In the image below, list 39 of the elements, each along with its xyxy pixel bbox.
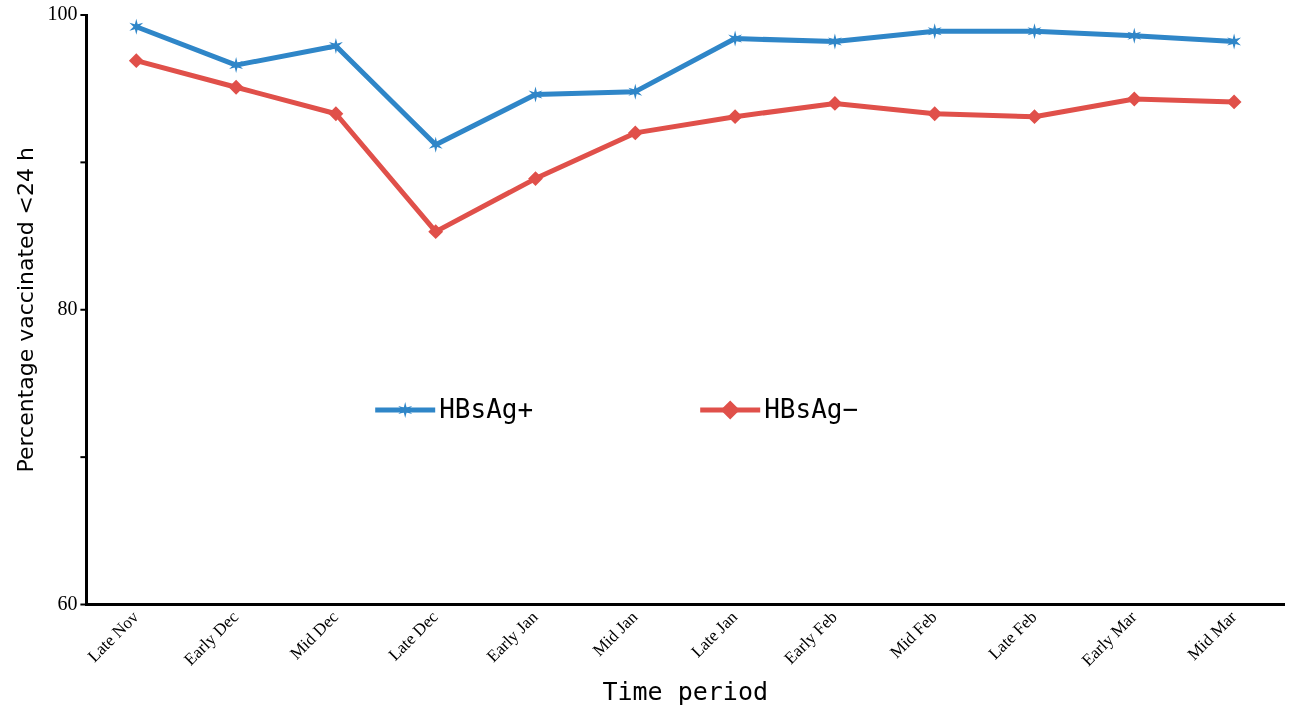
point <box>328 37 343 54</box>
point <box>827 96 842 111</box>
point <box>129 18 144 35</box>
point <box>628 83 643 100</box>
x-tick-label: Mid Feb <box>886 607 941 662</box>
point <box>229 57 244 74</box>
point <box>827 33 842 50</box>
point <box>428 136 443 153</box>
x-tick-label: Mid Jan <box>588 606 642 660</box>
y-tick-label: 60 <box>57 591 78 614</box>
point <box>1227 33 1242 50</box>
point <box>1027 23 1042 40</box>
point <box>428 224 443 239</box>
point <box>927 23 942 40</box>
y-tick-label: 80 <box>57 297 78 320</box>
x-tick-label: Late Feb <box>984 607 1041 664</box>
point <box>129 53 144 68</box>
point <box>628 125 643 140</box>
x-tick-label: Late Jan <box>687 606 742 662</box>
point <box>728 109 743 124</box>
point <box>1227 94 1242 109</box>
point <box>1127 92 1142 107</box>
x-tick-label: Late Nov <box>83 606 143 666</box>
point <box>229 80 244 95</box>
point <box>1027 109 1042 124</box>
y-axis-title: Percentage vaccinated <24 h <box>12 147 38 473</box>
x-axis-title: Time period <box>602 676 768 706</box>
point <box>528 86 543 103</box>
legend-label: HBsAg− <box>764 393 859 424</box>
y-tick-label: 100 <box>47 2 78 25</box>
x-tick-label: Mid Dec <box>286 606 343 664</box>
point <box>528 171 543 186</box>
point <box>1127 27 1142 44</box>
x-tick-label: Late Dec <box>384 606 442 665</box>
point <box>728 30 743 47</box>
x-tick-label: Mid Mar <box>1183 607 1241 664</box>
point <box>927 106 942 121</box>
point <box>328 106 343 121</box>
legend-label: HBsAg+ <box>439 393 534 424</box>
